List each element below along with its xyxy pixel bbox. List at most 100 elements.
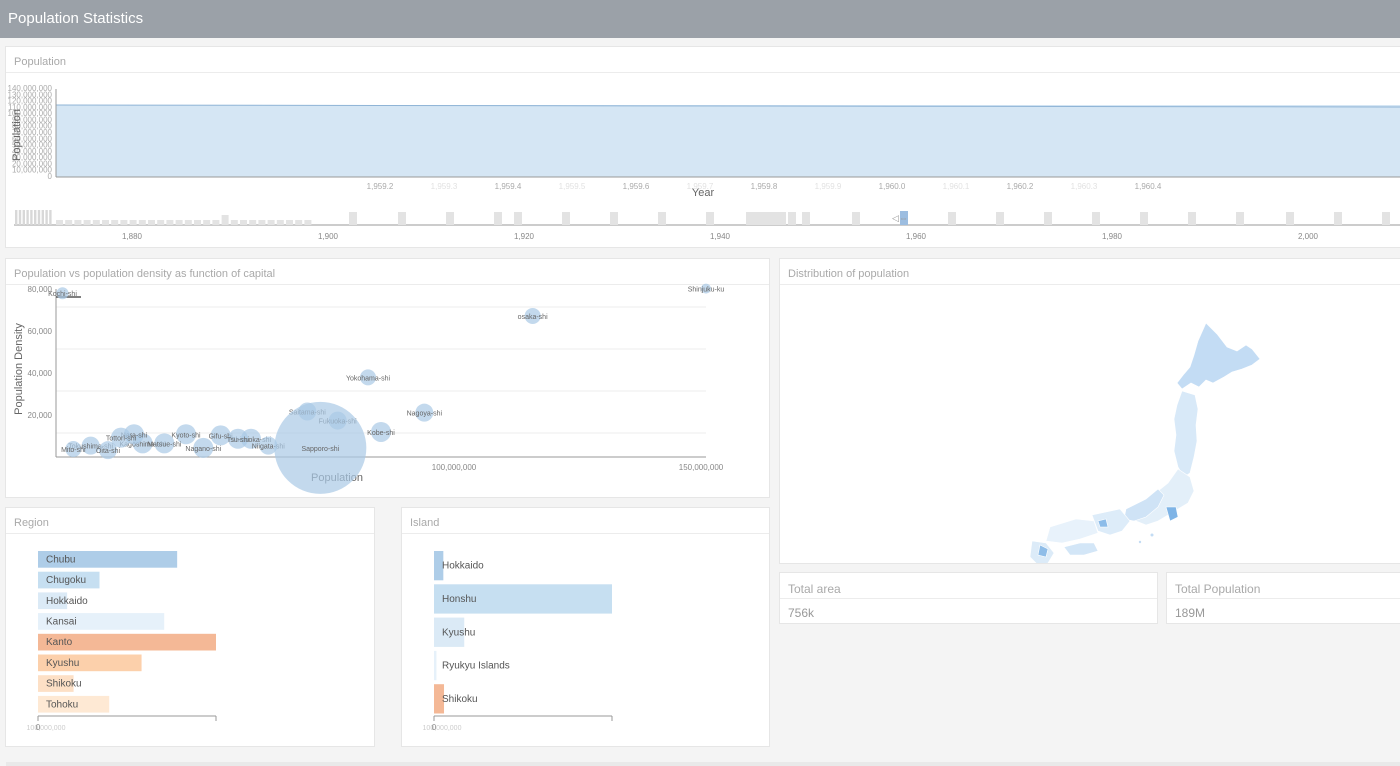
total-population-card: Total Population 189M [1166, 572, 1400, 624]
bar-label: Kyushu [442, 627, 475, 638]
population-top-x-tick-label: 1,960.4 [1135, 182, 1162, 191]
scatter-bubble [701, 283, 711, 294]
scatter-bubble [176, 424, 196, 445]
map-island-dot [1150, 533, 1154, 537]
brush-bar [65, 220, 73, 225]
brush-bar [1140, 212, 1148, 225]
population-y-tick-label: 40,000,000 [12, 147, 53, 156]
bar [38, 571, 100, 589]
brush-bar [276, 220, 284, 225]
region-bar-chart[interactable]: Chubu Chugoku Hokkaido Kansai Kanto Kyushu Shi… [6, 508, 375, 747]
bar [434, 617, 465, 647]
scatter-bubble [415, 403, 434, 422]
brush-bar [230, 220, 238, 225]
population-y-tick-label: 30,000,000 [12, 153, 53, 162]
scatter-bubble-label: Tokushima-shi [68, 444, 113, 451]
population-area [56, 105, 1400, 177]
scatter-bubble-label: Tsu-shi [227, 437, 250, 444]
brush-bar [304, 220, 312, 225]
population-y-tick-label: 90,000,000 [12, 115, 53, 124]
population-y-tick-label: 120,000,000 [8, 97, 53, 106]
scatter-bubble-label: Tottori-shi [106, 436, 137, 443]
scatter-bubble [56, 287, 69, 300]
map-region-tohoku[interactable] [1173, 390, 1199, 478]
brush-bar [446, 212, 454, 225]
map-region-fukuoka[interactable] [1037, 544, 1049, 558]
scatter-bubble-label: Niigata-shi [252, 444, 286, 451]
map-region-kansai[interactable] [1091, 508, 1131, 536]
region-panel: Region Chubu Chugoku Hokkaido Kansai Kanto Ky… [5, 507, 375, 747]
brush-bar [194, 220, 201, 225]
scatter-bubble [524, 307, 541, 324]
brush-bar [249, 220, 257, 225]
population-top-x-tick-label: 1,959.5 [559, 182, 586, 191]
brush-bar [562, 212, 570, 225]
brush-bar [948, 212, 956, 225]
brush-tick-bar [22, 210, 25, 225]
brush-bar [494, 212, 502, 225]
brush-bar [286, 220, 293, 225]
map-region-chugoku[interactable] [1045, 518, 1099, 544]
bar [38, 675, 74, 692]
population-x-axis-label: Year [692, 187, 715, 199]
brush-x-tick-label: 1,980 [1102, 232, 1123, 241]
scatter-bubble-label: Nara-shi [121, 432, 148, 439]
bar [434, 650, 437, 681]
scatter-y-tick-label: 60,000 [28, 327, 53, 336]
scatter-bubble-label: Nagano-shi [185, 446, 221, 453]
population-y-tick-label: 100,000,000 [8, 109, 53, 118]
population-panel: Population 140,000,000 130,000,000 120,000… [5, 46, 1400, 248]
scatter-bubble [259, 436, 278, 455]
population-chart[interactable]: 140,000,000130,000,000120,000,000110,000… [6, 47, 1400, 248]
bar-axis-tick-label: 100,000,000 [423, 725, 462, 732]
brush-bar [398, 212, 406, 225]
japan-map[interactable] [780, 259, 1400, 564]
scatter-bubble-label: Sapporo-shi [301, 446, 339, 453]
map-region-osaka[interactable] [1097, 518, 1109, 528]
bar-label: Hokkaido [442, 561, 484, 572]
brush-bar [610, 212, 618, 225]
brush-bar [120, 220, 128, 225]
population-y-tick-label: 10,000,000 [12, 166, 53, 175]
scatter-bubble-label: Kobe-shi [367, 430, 395, 437]
scatter-bubble-label: Kagoshima-shi [120, 441, 167, 448]
app-header: Population Statistics [0, 0, 1400, 38]
scatter-bubble [274, 401, 367, 494]
brush-x-tick-label: 1,900 [318, 232, 339, 241]
app-title: Population Statistics [8, 10, 144, 27]
bar-label: Honshu [442, 594, 476, 605]
brush-bar [1236, 212, 1244, 225]
total-area-title: Total area [788, 582, 841, 596]
scatter-x-tick-label: 150,000,000 [679, 463, 724, 472]
population-panel-title: Population [14, 56, 66, 68]
map-region-shikoku[interactable] [1063, 542, 1099, 556]
total-population-value: 189M [1175, 606, 1206, 620]
brush-x-tick-label: 1,960 [906, 232, 927, 241]
population-y-tick-label: 20,000,000 [12, 159, 53, 168]
bar [38, 613, 165, 630]
map-region-tokyo[interactable] [1165, 506, 1179, 522]
brush-bar [746, 212, 754, 225]
brush-tick-bar [45, 210, 48, 225]
population-top-x-tick-label: 1,959.7 [687, 182, 714, 191]
scatter-y-tick-label: 40,000 [28, 369, 53, 378]
population-y-tick-label: 110,000,000 [8, 103, 52, 112]
island-bar-chart[interactable]: Hokkaido Honshu Kyushu Ryukyu Islands Shikok… [402, 508, 770, 747]
brush-bar [754, 212, 762, 225]
scatter-y-tick-label: 80,000 [28, 285, 53, 294]
brush-bar [129, 220, 137, 225]
map-region-hokkaido[interactable] [1176, 322, 1261, 390]
scatter-chart[interactable]: 80,000 60,000 40,000 20,000 100,000,000 150,0… [6, 259, 770, 498]
brush-x-tick-label: 2,000 [1298, 232, 1319, 241]
map-panel: Distribution of population [779, 258, 1400, 564]
map-island-dot [1138, 540, 1142, 544]
population-y-axis-label: Population [11, 109, 23, 161]
scatter-panel-title: Population vs population density as func… [14, 268, 276, 280]
scatter-bubble-label: osaka-shi [518, 314, 548, 321]
brush-selection [900, 211, 908, 225]
population-top-x-tick-label: 1,959.9 [815, 182, 842, 191]
brush-tick-bar [26, 210, 29, 225]
population-y-tick-label: 130,000,000 [8, 90, 53, 99]
brush-bar [212, 220, 220, 225]
population-top-x-tick-label: 1,959.6 [623, 182, 650, 191]
